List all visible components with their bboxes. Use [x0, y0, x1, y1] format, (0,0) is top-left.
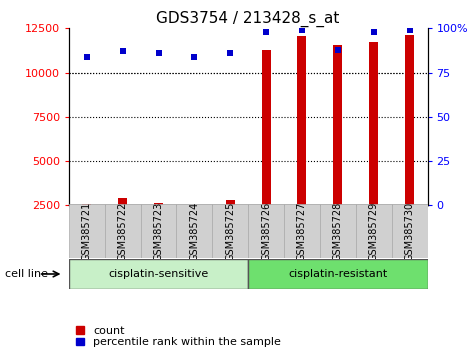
- Bar: [392, 204, 428, 258]
- Bar: [284, 204, 320, 258]
- Point: [227, 50, 234, 56]
- Bar: [226, 200, 235, 250]
- Bar: [105, 204, 141, 258]
- Point: [83, 54, 91, 59]
- Text: GSM385723: GSM385723: [153, 201, 163, 261]
- Text: GSM385725: GSM385725: [225, 201, 235, 261]
- Title: GDS3754 / 213428_s_at: GDS3754 / 213428_s_at: [156, 11, 340, 27]
- Text: cell line: cell line: [5, 269, 48, 279]
- Bar: [212, 204, 248, 258]
- Text: GSM385728: GSM385728: [333, 201, 343, 261]
- Bar: [369, 42, 378, 250]
- Text: GSM385727: GSM385727: [297, 201, 307, 261]
- Bar: [248, 259, 428, 289]
- Point: [119, 48, 126, 54]
- Point: [298, 27, 306, 33]
- Bar: [262, 50, 271, 250]
- Bar: [320, 204, 356, 258]
- Text: GSM385722: GSM385722: [118, 201, 128, 261]
- Bar: [356, 204, 392, 258]
- Text: GSM385726: GSM385726: [261, 201, 271, 261]
- Point: [190, 54, 198, 59]
- Bar: [69, 204, 105, 258]
- Point: [406, 27, 413, 33]
- Bar: [248, 204, 284, 258]
- Bar: [297, 36, 306, 250]
- Point: [262, 29, 270, 35]
- Bar: [190, 207, 199, 250]
- Bar: [177, 204, 212, 258]
- Text: cisplatin-sensitive: cisplatin-sensitive: [108, 269, 209, 279]
- Bar: [118, 198, 127, 250]
- Point: [155, 50, 162, 56]
- Point: [370, 29, 378, 35]
- Text: cisplatin-resistant: cisplatin-resistant: [288, 269, 388, 279]
- Bar: [69, 259, 248, 289]
- Text: GSM385724: GSM385724: [190, 201, 200, 261]
- Bar: [333, 45, 342, 250]
- Bar: [154, 202, 163, 250]
- Bar: [405, 35, 414, 250]
- Text: GSM385721: GSM385721: [82, 201, 92, 261]
- Bar: [82, 204, 91, 250]
- Bar: [141, 204, 177, 258]
- Legend: count, percentile rank within the sample: count, percentile rank within the sample: [75, 325, 282, 348]
- Text: GSM385729: GSM385729: [369, 201, 379, 261]
- Text: GSM385730: GSM385730: [405, 201, 415, 261]
- Point: [334, 47, 342, 52]
